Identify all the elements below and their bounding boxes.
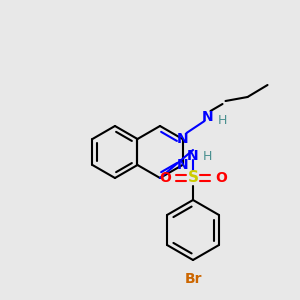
Text: Br: Br (184, 272, 202, 286)
Text: O: O (159, 171, 171, 185)
Text: N: N (202, 110, 213, 124)
Text: N: N (187, 149, 199, 163)
Text: N: N (177, 132, 188, 146)
Text: H: H (203, 149, 212, 163)
Text: O: O (215, 171, 227, 185)
Text: N: N (177, 158, 188, 172)
Text: H: H (218, 113, 227, 127)
Text: S: S (188, 170, 199, 185)
